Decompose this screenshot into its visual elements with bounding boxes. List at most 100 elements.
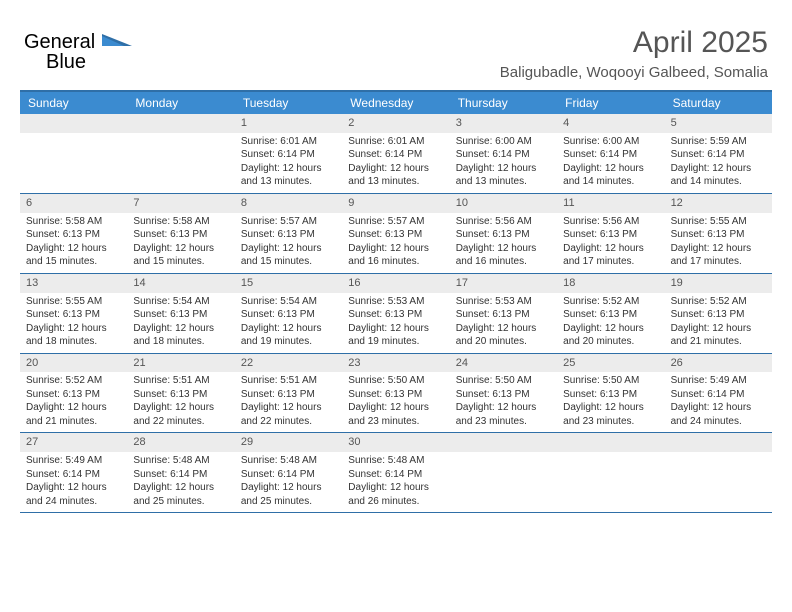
day-cell: . [127,114,234,193]
day-body: Sunrise: 5:55 AMSunset: 6:13 PMDaylight:… [665,213,772,273]
sunset-line: Sunset: 6:14 PM [133,468,228,482]
day-body: Sunrise: 5:58 AMSunset: 6:13 PMDaylight:… [20,213,127,273]
sunset-line: Sunset: 6:13 PM [671,228,766,242]
sunset-line: Sunset: 6:13 PM [348,308,443,322]
sunrise-line: Sunrise: 5:48 AM [241,454,336,468]
location-line: Baligubadle, Woqooyi Galbeed, Somalia [500,64,768,81]
daylight-line: Daylight: 12 hours and 20 minutes. [563,322,658,349]
dow-header: Saturday [665,92,772,114]
day-number: 22 [235,354,342,373]
daylight-line: Daylight: 12 hours and 24 minutes. [671,401,766,428]
sunset-line: Sunset: 6:13 PM [563,388,658,402]
sunset-line: Sunset: 6:13 PM [456,228,551,242]
sunset-line: Sunset: 6:13 PM [133,228,228,242]
sunset-line: Sunset: 6:13 PM [26,228,121,242]
sunrise-line: Sunrise: 5:57 AM [348,215,443,229]
day-number: 29 [235,433,342,452]
day-number: 3 [450,114,557,133]
sunset-line: Sunset: 6:13 PM [671,308,766,322]
daylight-line: Daylight: 12 hours and 26 minutes. [348,481,443,508]
day-cell: 4Sunrise: 6:00 AMSunset: 6:14 PMDaylight… [557,114,664,193]
logo-mark-icon: General Blue [24,28,144,74]
day-body: Sunrise: 5:52 AMSunset: 6:13 PMDaylight:… [665,293,772,353]
day-cell: 27Sunrise: 5:49 AMSunset: 6:14 PMDayligh… [20,433,127,512]
daylight-line: Daylight: 12 hours and 18 minutes. [26,322,121,349]
sunrise-line: Sunrise: 5:50 AM [456,374,551,388]
day-cell: 29Sunrise: 5:48 AMSunset: 6:14 PMDayligh… [235,433,342,512]
sunrise-line: Sunrise: 5:48 AM [133,454,228,468]
week-row: 20Sunrise: 5:52 AMSunset: 6:13 PMDayligh… [20,354,772,434]
day-number: 20 [20,354,127,373]
daylight-line: Daylight: 12 hours and 16 minutes. [456,242,551,269]
sunset-line: Sunset: 6:13 PM [563,228,658,242]
day-number: 24 [450,354,557,373]
sunset-line: Sunset: 6:14 PM [241,468,336,482]
sunrise-line: Sunrise: 5:51 AM [133,374,228,388]
day-body: Sunrise: 5:50 AMSunset: 6:13 PMDaylight:… [450,372,557,432]
daylight-line: Daylight: 12 hours and 21 minutes. [671,322,766,349]
day-cell: 13 Sunrise: 5:55 AMSunset: 6:13 PMDayligh… [20,274,127,353]
sunrise-line: Sunrise: 5:55 AM [26,295,121,309]
day-cell: 28Sunrise: 5:48 AMSunset: 6:14 PMDayligh… [127,433,234,512]
day-cell: 26Sunrise: 5:49 AMSunset: 6:14 PMDayligh… [665,354,772,433]
sunrise-line: Sunrise: 5:53 AM [348,295,443,309]
day-number: 21 [127,354,234,373]
sunset-line: Sunset: 6:13 PM [133,388,228,402]
sunset-line: Sunset: 6:13 PM [348,388,443,402]
day-cell: 20Sunrise: 5:52 AMSunset: 6:13 PMDayligh… [20,354,127,433]
day-number: 30 [342,433,449,452]
day-body: Sunrise: 5:52 AMSunset: 6:13 PMDaylight:… [557,293,664,353]
sunrise-line: Sunrise: 5:56 AM [456,215,551,229]
day-body: Sunrise: 5:51 AMSunset: 6:13 PMDaylight:… [127,372,234,432]
sunrise-line: Sunrise: 5:54 AM [133,295,228,309]
sunrise-line: Sunrise: 5:49 AM [26,454,121,468]
sunrise-line: Sunrise: 5:52 AM [563,295,658,309]
dow-header: Friday [557,92,664,114]
sunset-line: Sunset: 6:13 PM [26,308,121,322]
day-number: 13 [20,274,127,293]
dow-row: SundayMondayTuesdayWednesdayThursdayFrid… [20,92,772,114]
sunset-line: Sunset: 6:13 PM [133,308,228,322]
daylight-line: Daylight: 12 hours and 13 minutes. [241,162,336,189]
week-row: ..1Sunrise: 6:01 AMSunset: 6:14 PMDaylig… [20,114,772,194]
day-cell: 24Sunrise: 5:50 AMSunset: 6:13 PMDayligh… [450,354,557,433]
sunrise-line: Sunrise: 5:56 AM [563,215,658,229]
day-number: 12 [665,194,772,213]
day-number: 1 [235,114,342,133]
sunset-line: Sunset: 6:13 PM [348,228,443,242]
day-cell: 15Sunrise: 5:54 AMSunset: 6:13 PMDayligh… [235,274,342,353]
daylight-line: Daylight: 12 hours and 13 minutes. [456,162,551,189]
day-number: 15 [235,274,342,293]
day-cell: 7Sunrise: 5:58 AMSunset: 6:13 PMDaylight… [127,194,234,273]
day-cell: 14Sunrise: 5:54 AMSunset: 6:13 PMDayligh… [127,274,234,353]
day-cell: 3Sunrise: 6:00 AMSunset: 6:14 PMDaylight… [450,114,557,193]
day-body: Sunrise: 5:56 AMSunset: 6:13 PMDaylight:… [557,213,664,273]
day-number: 7 [127,194,234,213]
day-cell: 6Sunrise: 5:58 AMSunset: 6:13 PMDaylight… [20,194,127,273]
day-body: Sunrise: 5:50 AMSunset: 6:13 PMDaylight:… [557,372,664,432]
week-row: 6Sunrise: 5:58 AMSunset: 6:13 PMDaylight… [20,194,772,274]
day-number: 11 [557,194,664,213]
daylight-line: Daylight: 12 hours and 21 minutes. [26,401,121,428]
sunrise-line: Sunrise: 5:58 AM [26,215,121,229]
sunrise-line: Sunrise: 5:51 AM [241,374,336,388]
sunrise-line: Sunrise: 5:52 AM [671,295,766,309]
day-number: 8 [235,194,342,213]
sunrise-line: Sunrise: 5:58 AM [133,215,228,229]
daylight-line: Daylight: 12 hours and 23 minutes. [348,401,443,428]
day-body: Sunrise: 5:56 AMSunset: 6:13 PMDaylight:… [450,213,557,273]
day-number: 16 [342,274,449,293]
logo: General Blue [24,28,144,79]
day-cell: 2Sunrise: 6:01 AMSunset: 6:14 PMDaylight… [342,114,449,193]
dow-header: Sunday [20,92,127,114]
day-number: 25 [557,354,664,373]
day-body: Sunrise: 5:53 AMSunset: 6:13 PMDaylight:… [342,293,449,353]
daylight-line: Daylight: 12 hours and 19 minutes. [241,322,336,349]
day-body: Sunrise: 5:48 AMSunset: 6:14 PMDaylight:… [235,452,342,512]
calendar: SundayMondayTuesdayWednesdayThursdayFrid… [20,90,772,513]
day-body: Sunrise: 5:52 AMSunset: 6:13 PMDaylight:… [20,372,127,432]
daylight-line: Daylight: 12 hours and 23 minutes. [563,401,658,428]
day-body: Sunrise: 5:53 AMSunset: 6:13 PMDaylight:… [450,293,557,353]
sunrise-line: Sunrise: 5:55 AM [671,215,766,229]
sunrise-line: Sunrise: 5:52 AM [26,374,121,388]
